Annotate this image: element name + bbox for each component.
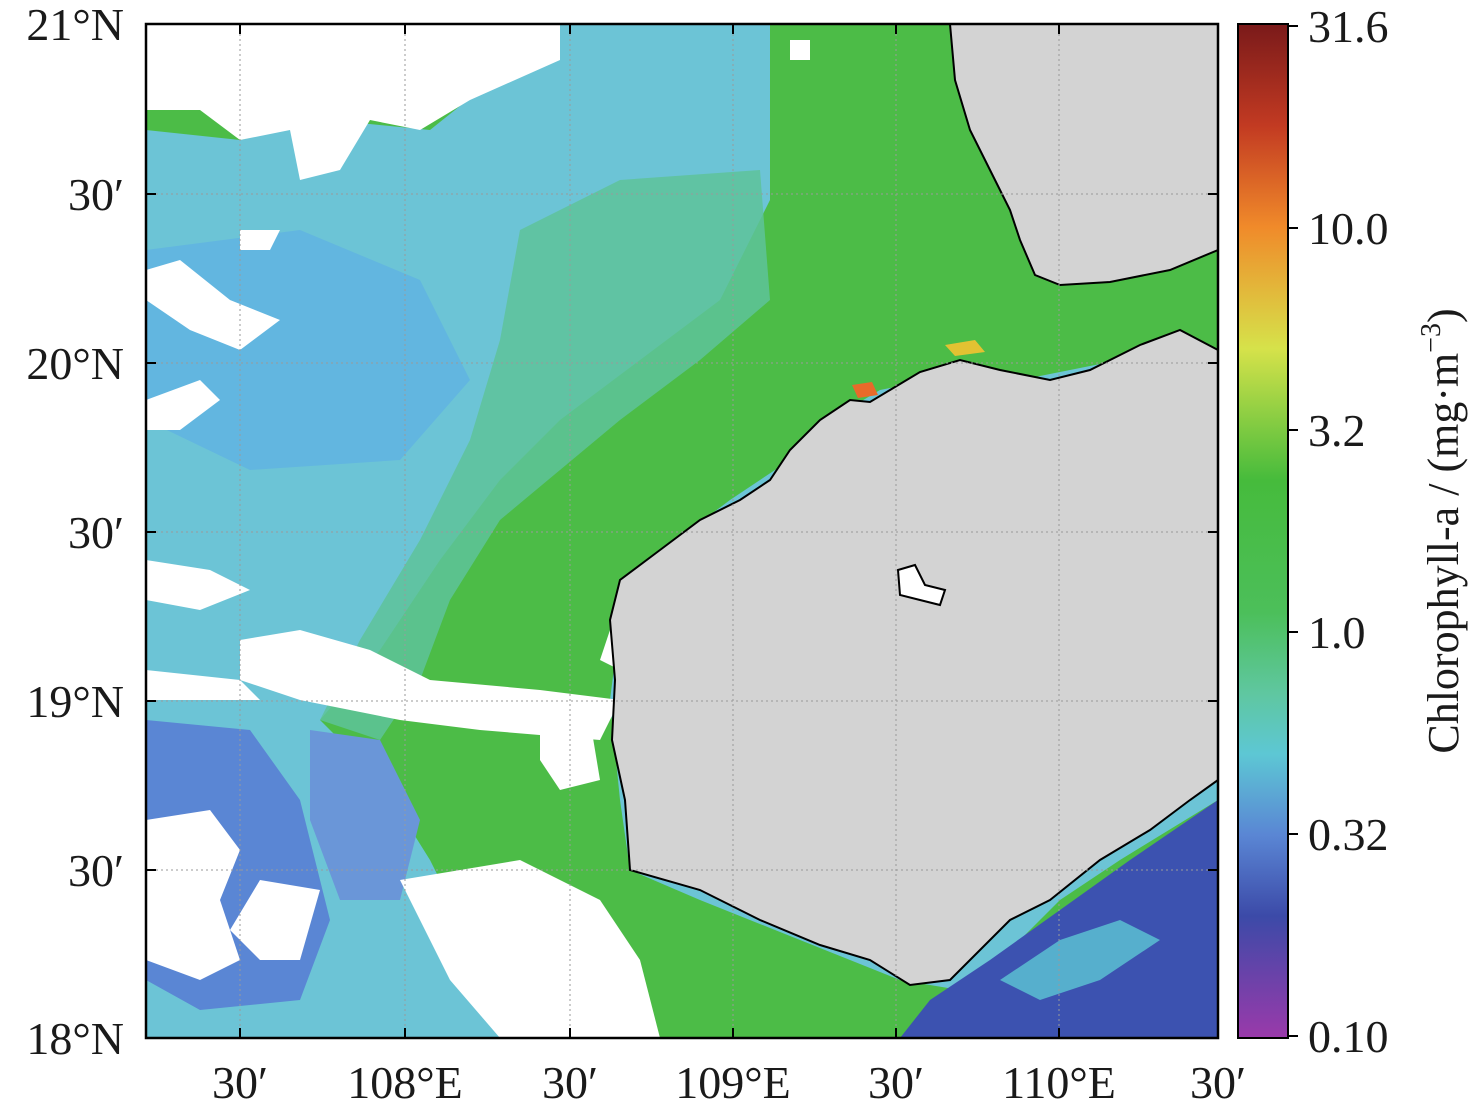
- colorbar-tick-0-10: 0.10: [1308, 1011, 1389, 1062]
- ocean-se-cyan: [1000, 920, 1160, 1000]
- colorbar-tick-10-0: 10.0: [1308, 203, 1389, 254]
- map-ticks: [146, 24, 1218, 1038]
- lon-label-110e: 110°E: [1002, 1057, 1116, 1108]
- coastal-bloom: [945, 340, 985, 356]
- lat-label-21n: 21°N: [26, 0, 124, 50]
- lon-label-10730: 30′: [212, 1057, 268, 1108]
- leizhou-peninsula: [948, 24, 1218, 287]
- coastal-bloom-2: [852, 382, 878, 398]
- lat-label-1930: 30′: [68, 507, 124, 558]
- land-masses: [608, 24, 1218, 987]
- hainan-island: [608, 328, 1218, 987]
- colorbar: 31.6 10.0 3.2 1.0 0.32 0.10 Chlorophyll-…: [1237, 1, 1468, 1062]
- longitude-labels: 30′ 108°E 30′ 109°E 30′ 110°E 30′: [212, 1057, 1246, 1108]
- inland-lake: [896, 563, 947, 607]
- colorbar-tick-0-32: 0.32: [1308, 809, 1389, 860]
- colorbar-tick-31-6: 31.6: [1308, 1, 1389, 52]
- lat-label-1830: 30′: [68, 845, 124, 896]
- colorbar-label-main: Chlorophyll-a / (mg·m: [1419, 353, 1468, 754]
- lon-label-10830: 30′: [542, 1057, 598, 1108]
- latitude-labels: 21°N 30′ 20°N 30′ 19°N 30′ 18°N: [26, 0, 124, 1064]
- lat-label-20n: 20°N: [26, 338, 124, 389]
- ocean-greenish-transition: [320, 170, 770, 740]
- colorbar-gradient: [1237, 23, 1289, 1039]
- lat-label-19n: 19°N: [26, 676, 124, 727]
- colorbar-ticks: [1288, 25, 1298, 1037]
- colorbar-label-close: ): [1419, 308, 1468, 323]
- colorbar-label-exponent: −3: [1416, 323, 1447, 353]
- lat-label-18n: 18°N: [26, 1013, 124, 1064]
- lat-label-2030: 30′: [68, 169, 124, 220]
- colorbar-tick-3-2: 3.2: [1308, 405, 1366, 456]
- lon-label-10930: 30′: [868, 1057, 924, 1108]
- lon-label-108e: 108°E: [347, 1057, 463, 1108]
- map-area: [146, 24, 1218, 1038]
- colorbar-axis-label: Chlorophyll-a / (mg·m−3): [1416, 308, 1468, 753]
- colorbar-tick-1-0: 1.0: [1308, 607, 1366, 658]
- ocean-blue-patch: [146, 230, 470, 470]
- ocean-green-zone: [320, 24, 1218, 1038]
- lon-label-11030: 30′: [1190, 1057, 1246, 1108]
- graticule: [146, 24, 1218, 1038]
- ocean-sw-blue-2: [310, 730, 420, 900]
- lon-label-109e: 109°E: [675, 1057, 791, 1108]
